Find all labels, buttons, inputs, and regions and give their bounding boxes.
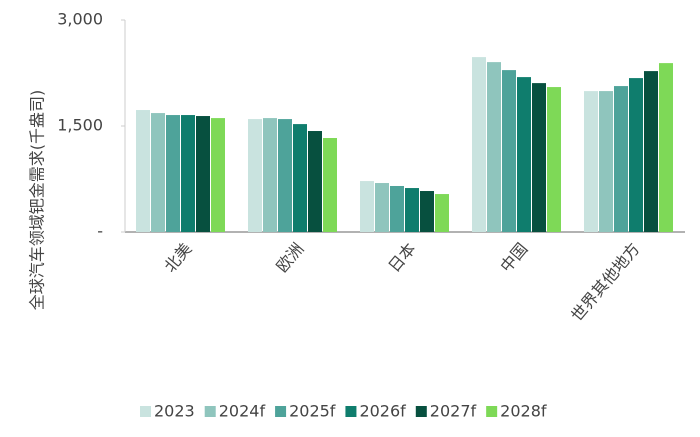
bar: [248, 119, 262, 232]
legend-swatch: [415, 406, 427, 417]
bar: [196, 116, 210, 232]
bar: [599, 91, 613, 232]
bar: [614, 86, 628, 232]
bar: [211, 118, 225, 232]
x-tick-label: 欧洲: [272, 239, 307, 276]
x-tick-label: 北美: [160, 239, 195, 276]
x-tick-label: 世界其他地方: [567, 239, 643, 325]
y-tick-label: 3,000: [57, 10, 103, 29]
legend-swatch: [140, 406, 151, 417]
bar: [263, 118, 277, 232]
bar: [278, 119, 292, 232]
bar: [420, 191, 434, 232]
bar: [360, 181, 374, 232]
legend-label: 2023: [154, 402, 195, 421]
y-axis-label: 全球汽车领域钯金需求(千盎司): [28, 90, 47, 311]
x-tick-label: 中国: [496, 239, 531, 276]
legend-label: 2027f: [430, 402, 477, 421]
legend-swatch: [275, 406, 287, 417]
bar: [136, 110, 150, 232]
legend-swatch: [345, 406, 357, 417]
bar: [487, 62, 501, 232]
bar: [629, 78, 643, 232]
bar: [308, 131, 322, 232]
bar: [547, 87, 561, 232]
y-tick-label: 1,500: [57, 116, 103, 135]
bar: [532, 83, 546, 232]
bar: [502, 70, 516, 233]
bar: [644, 71, 658, 232]
legend-label: 2024f: [219, 402, 266, 421]
bar: [584, 91, 598, 232]
bar: [166, 115, 180, 232]
legend-swatch: [204, 406, 216, 417]
bar: [405, 188, 419, 232]
legend-swatch: [486, 406, 498, 417]
legend-label: 2026f: [359, 402, 406, 421]
bar: [375, 183, 389, 232]
bar: [517, 77, 531, 232]
bar: [181, 115, 195, 232]
x-tick-label: 日本: [384, 239, 419, 276]
bar: [659, 63, 673, 233]
bar: [323, 138, 337, 232]
bar: [472, 57, 486, 232]
bar: [390, 185, 404, 232]
bar: [151, 113, 165, 232]
y-tick-label: -: [97, 222, 103, 241]
bar: [293, 124, 307, 232]
legend-label: 2028f: [500, 402, 547, 421]
legend-label: 2025f: [289, 402, 336, 421]
bar: [435, 194, 449, 232]
